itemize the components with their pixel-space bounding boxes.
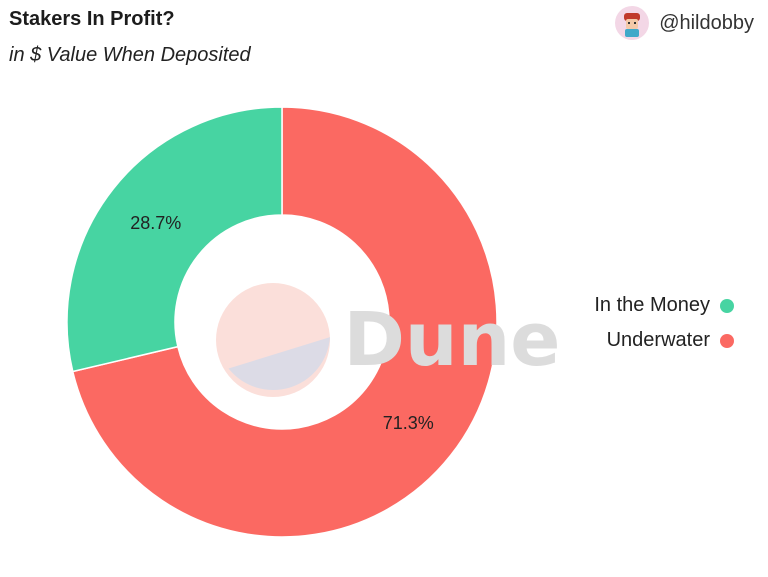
legend-item-in-the-money[interactable]: In the Money xyxy=(594,294,734,317)
legend-label-underwater: Underwater xyxy=(606,329,710,351)
avatar[interactable] xyxy=(615,6,650,40)
data-label-underwater: 71.3% xyxy=(383,413,434,433)
slice-in-the-money[interactable] xyxy=(66,106,283,373)
chart-subtitle: in $ Value When Deposited xyxy=(9,44,251,66)
legend-dot-underwater xyxy=(720,333,734,348)
chart-title: Stakers In Profit? xyxy=(9,8,175,30)
data-label-in-the-money: 28.7% xyxy=(130,213,181,233)
watermark-text: Dune xyxy=(344,297,561,383)
avatar-icon xyxy=(624,13,641,37)
legend-dot-in-the-money xyxy=(720,298,734,313)
author-handle[interactable]: @hildobby xyxy=(659,11,754,34)
author-badge[interactable]: @hildobby xyxy=(615,6,754,40)
slice-underwater[interactable] xyxy=(71,106,498,538)
chart-legend: In the Money Underwater xyxy=(594,294,734,352)
legend-item-underwater[interactable]: Underwater xyxy=(607,329,734,352)
dune-logo-icon xyxy=(216,283,330,397)
legend-label-in-the-money: In the Money xyxy=(594,294,710,316)
